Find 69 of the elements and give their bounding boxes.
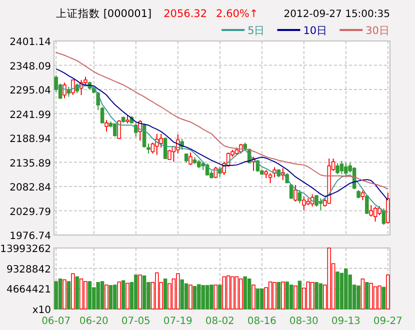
y-tick-label: 2135.89 [10,158,51,170]
x-tick-label: 06-07 [42,316,71,327]
bar [210,284,214,310]
y-tick-label: 2188.94 [10,134,51,145]
bar [365,282,369,310]
bar [205,285,210,310]
bar [134,274,138,310]
bar [180,279,184,310]
bar [344,268,348,310]
bar [142,275,146,310]
x-tick-label: 09-13 [331,316,360,327]
legend-item: 5日 [222,25,266,37]
y-tick-label: 13993262 [0,244,51,255]
x-tick-label: 08-16 [247,316,276,327]
bar [276,282,281,310]
chart-title: 上证指数 [000001] [56,7,152,20]
text: 2056.32 [164,8,208,20]
bar [197,284,201,310]
legend-item: 10日 [277,25,328,37]
y-tick-label: 2029.79 [10,206,51,218]
bar [58,278,62,310]
bar [289,284,294,310]
bar [108,285,113,310]
legend-label: 10日 [303,25,328,37]
x-tick-label: 06-20 [79,316,108,327]
bar [100,281,104,310]
bar [218,284,222,310]
x-tick-label: 07-05 [121,316,150,327]
bar [256,288,260,310]
y-tick-label: 2348.09 [10,61,51,72]
y-tick-label: 9328842 [6,264,51,276]
bar [314,282,318,310]
text: 2012-09-27 15:00:35 [284,9,390,20]
y-tick-label: x10 [32,305,51,316]
bar [163,278,168,310]
bar [298,280,302,310]
bar [75,276,79,310]
bar [336,272,340,310]
x-tick-label: 07-19 [163,316,192,327]
y-tick-label: 4664421 [6,284,51,296]
legend-label: 5日 [248,25,266,37]
bar [96,282,100,310]
bar [260,288,264,310]
bar [88,281,92,310]
bar [340,272,344,310]
legend-item: 30日 [340,25,390,37]
bar [192,286,197,310]
bar [54,281,58,310]
x-tick-label: 08-02 [205,316,234,327]
y-tick-label: 1976.74 [10,231,51,242]
y-tick-label: 2082.84 [10,182,51,194]
bar [184,283,188,310]
bar [247,278,252,310]
bar [318,283,323,310]
y-tick-label: 2241.99 [10,110,51,121]
bar [243,276,247,310]
y-tick-label: 2401.14 [10,37,51,48]
bar [201,285,205,310]
legend-label: 30日 [366,25,390,37]
bar [382,286,386,310]
bar [121,280,126,310]
x-tick-label: 08-30 [289,316,318,327]
bar [285,282,289,310]
bar [113,284,117,310]
x-tick-label: 09-27 [373,316,402,327]
bar [66,281,71,310]
bar [356,285,360,310]
text: 2.60%↑ [216,8,258,20]
y-tick-label: 2295.04 [10,86,51,96]
